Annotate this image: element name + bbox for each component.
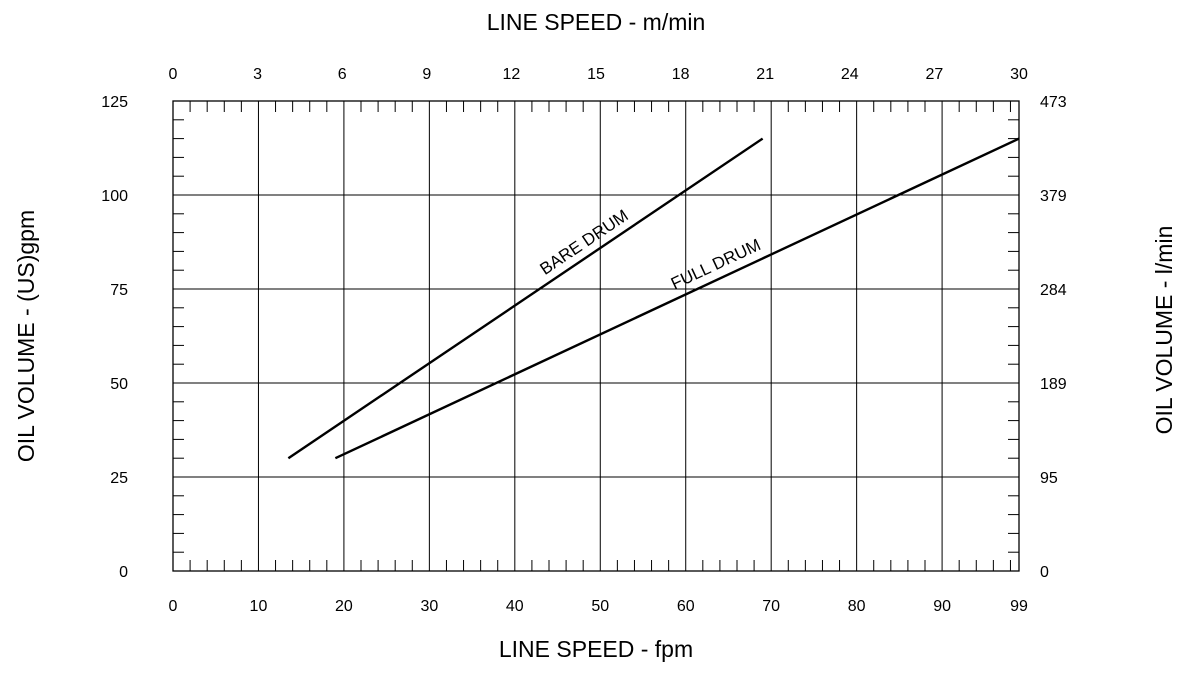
y-left-tick-label: 100 [101,188,128,205]
x-top-tick-label: 30 [1010,66,1028,83]
y-left-tick-label: 50 [110,376,128,393]
y-left-tick-label: 25 [110,470,128,487]
plot-frame [172,100,1020,572]
x-top-tick-label: 0 [169,66,178,83]
y-right-tick-label: 473 [1040,94,1067,111]
x-bottom-tick-label: 10 [250,598,268,615]
x-bottom-tick-label: 0 [169,598,178,615]
y-left-tick-label: 75 [110,282,128,299]
x-bottom-tick-label: 40 [506,598,524,615]
x-top-tick-label: 12 [503,66,521,83]
x-bottom-tick-label: 30 [420,598,438,615]
x-top-tick-label: 18 [672,66,690,83]
series-label: BARE DRUM [536,206,631,279]
x-top-tick-label: 9 [422,66,431,83]
y-right-tick-label: 0 [1040,564,1049,581]
series-line-bare-drum [287,137,764,460]
y-right-tick-label: 284 [1040,282,1067,299]
x-bottom-tick-label: 50 [591,598,609,615]
series-line-full-drum [334,137,1020,460]
x-bottom-tick-label: 60 [677,598,695,615]
x-top-tick-label: 27 [926,66,944,83]
x-top-tick-label: 15 [587,66,605,83]
y-right-tick-label: 95 [1040,470,1058,487]
x-bottom-tick-label: 20 [335,598,353,615]
x-bottom-tick-label: 70 [762,598,780,615]
y-right-axis-title: OIL VOLUME - l/min [1151,226,1177,435]
x-bottom-tick-label: 90 [933,598,951,615]
x-bottom-tick-label: 80 [848,598,866,615]
x-top-tick-label: 24 [841,66,859,83]
y-right-tick-label: 379 [1040,188,1067,205]
y-left-tick-label: 125 [101,94,128,111]
x-top-tick-label: 3 [253,66,262,83]
y-left-axis-title: OIL VOLUME - (US)gpm [13,210,39,462]
x-top-tick-label: 21 [756,66,774,83]
x-bottom-axis-title: LINE SPEED - fpm [499,636,693,662]
x-top-axis-title: LINE SPEED - m/min [487,9,706,35]
x-bottom-tick-label: 99 [1010,598,1028,615]
x-top-tick-label: 6 [338,66,347,83]
y-left-tick-label: 0 [119,564,128,581]
y-right-tick-label: 189 [1040,376,1067,393]
